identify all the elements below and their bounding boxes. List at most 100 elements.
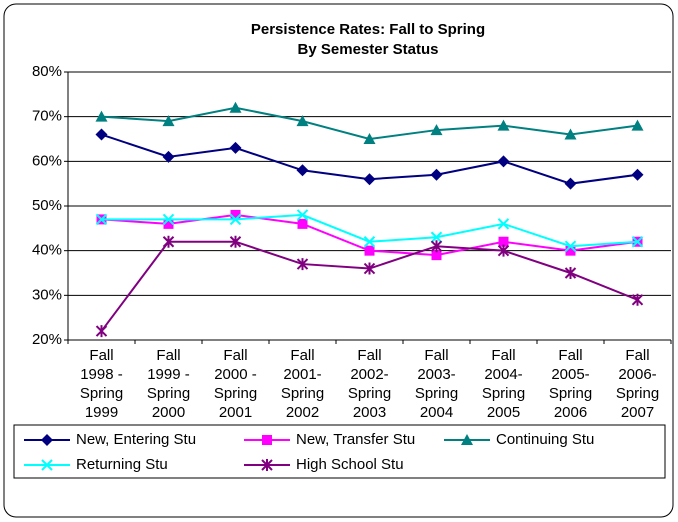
marker: [497, 155, 510, 168]
marker: [430, 168, 443, 181]
marker: [296, 115, 309, 127]
x-tick-label: Fall: [424, 347, 448, 364]
x-tick-label: Fall: [558, 347, 582, 364]
x-tick-label: 2000 -: [214, 366, 257, 383]
marker: [497, 244, 510, 257]
x-tick-label: 1998 -: [80, 366, 123, 383]
x-tick-label: 2005: [487, 404, 520, 421]
marker: [162, 150, 175, 163]
marker: [296, 258, 309, 271]
marker: [430, 231, 443, 243]
marker: [363, 236, 376, 248]
marker: [95, 128, 108, 141]
x-tick-label: Spring: [214, 385, 257, 402]
marker: [229, 235, 242, 248]
x-tick-label: Fall: [89, 347, 113, 364]
marker: [163, 218, 174, 229]
y-tick-label: 60%: [32, 152, 62, 169]
x-tick-label: Fall: [491, 347, 515, 364]
x-tick-label: Spring: [482, 385, 525, 402]
marker: [564, 267, 577, 279]
x-tick-label: Spring: [80, 385, 123, 402]
marker: [631, 119, 644, 131]
marker: [162, 213, 175, 226]
legend-label: Continuing Stu: [496, 431, 594, 448]
y-tick-label: 50%: [32, 197, 62, 214]
marker: [230, 209, 241, 220]
x-tick-label: Fall: [625, 347, 649, 364]
marker: [41, 434, 53, 446]
marker: [363, 173, 376, 186]
x-tick-label: Spring: [348, 385, 391, 402]
marker: [430, 124, 443, 136]
x-tick-label: 2007: [621, 404, 654, 421]
x-tick-label: Fall: [156, 347, 180, 364]
marker: [565, 245, 576, 256]
marker: [297, 218, 308, 229]
marker: [461, 434, 473, 445]
marker: [364, 245, 375, 256]
marker: [95, 110, 108, 122]
marker: [631, 293, 644, 306]
marker: [229, 141, 242, 154]
marker: [229, 213, 242, 226]
x-tick-label: 2001: [219, 404, 252, 421]
x-tick-label: 2004: [420, 404, 453, 421]
x-tick-label: Fall: [357, 347, 381, 364]
x-tick-label: 2000: [152, 404, 185, 421]
legend-label: Returning Stu: [76, 456, 168, 473]
marker: [631, 168, 644, 181]
marker: [497, 218, 510, 230]
marker: [430, 240, 443, 253]
x-tick-label: 2006: [554, 404, 587, 421]
legend-label: High School Stu: [296, 456, 404, 473]
x-tick-label: 2005-: [551, 366, 589, 383]
marker: [363, 262, 376, 275]
x-tick-label: Fall: [223, 347, 247, 364]
marker: [95, 213, 108, 226]
marker: [261, 459, 273, 471]
marker: [631, 236, 644, 248]
y-tick-label: 80%: [32, 63, 62, 80]
x-tick-label: 2003-: [417, 366, 455, 383]
legend-label: New, Entering Stu: [76, 431, 196, 448]
x-tick-label: Spring: [281, 385, 324, 402]
marker: [95, 325, 108, 338]
x-tick-label: 2004-: [484, 366, 522, 383]
chart-subtitle: By Semester Status: [298, 41, 439, 58]
marker: [564, 240, 577, 252]
marker: [564, 177, 577, 190]
marker: [564, 128, 577, 140]
marker: [296, 164, 309, 177]
x-tick-label: 2002-: [350, 366, 388, 383]
chart-frame: [3, 3, 674, 518]
marker: [363, 133, 376, 144]
marker: [497, 119, 510, 131]
x-tick-label: Fall: [290, 347, 314, 364]
y-tick-label: 30%: [32, 286, 62, 303]
marker: [498, 236, 509, 247]
x-tick-label: 1999 -: [147, 366, 190, 383]
x-tick-label: Spring: [616, 385, 659, 402]
x-tick-label: 2003: [353, 404, 386, 421]
y-tick-label: 20%: [32, 331, 62, 348]
marker: [162, 235, 175, 248]
marker: [262, 435, 272, 445]
x-tick-label: 2006-: [618, 366, 656, 383]
x-tick-label: Spring: [549, 385, 592, 402]
x-tick-label: 2001-: [283, 366, 321, 383]
legend-box: [13, 424, 666, 479]
x-tick-label: Spring: [415, 385, 458, 402]
x-tick-label: 1999: [85, 404, 118, 421]
chart-title: Persistence Rates: Fall to Spring: [251, 21, 485, 38]
marker: [229, 101, 242, 113]
legend-label: New, Transfer Stu: [296, 431, 415, 448]
x-tick-label: Spring: [147, 385, 190, 402]
x-tick-label: 2002: [286, 404, 319, 421]
marker: [41, 459, 53, 471]
marker: [296, 209, 309, 221]
marker: [431, 250, 442, 261]
y-tick-label: 40%: [32, 242, 62, 259]
marker: [162, 115, 175, 127]
